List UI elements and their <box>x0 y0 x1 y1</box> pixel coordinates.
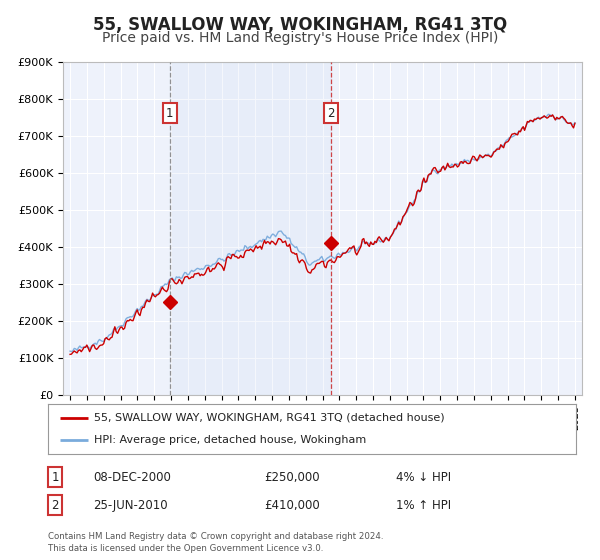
Text: Price paid vs. HM Land Registry's House Price Index (HPI): Price paid vs. HM Land Registry's House … <box>102 31 498 45</box>
Text: HPI: Average price, detached house, Wokingham: HPI: Average price, detached house, Woki… <box>94 435 367 445</box>
Text: 2: 2 <box>327 107 334 120</box>
Text: 08-DEC-2000: 08-DEC-2000 <box>93 470 171 484</box>
Text: 55, SWALLOW WAY, WOKINGHAM, RG41 3TQ: 55, SWALLOW WAY, WOKINGHAM, RG41 3TQ <box>93 16 507 34</box>
Text: 4% ↓ HPI: 4% ↓ HPI <box>396 470 451 484</box>
Bar <box>170 62 331 395</box>
Bar <box>566 62 582 395</box>
Text: 1: 1 <box>166 107 173 120</box>
Text: Contains HM Land Registry data © Crown copyright and database right 2024.: Contains HM Land Registry data © Crown c… <box>48 532 383 541</box>
Text: 25-JUN-2010: 25-JUN-2010 <box>93 498 167 512</box>
Text: 2: 2 <box>52 498 59 512</box>
Text: 1: 1 <box>52 470 59 484</box>
Text: 1% ↑ HPI: 1% ↑ HPI <box>396 498 451 512</box>
Text: 55, SWALLOW WAY, WOKINGHAM, RG41 3TQ (detached house): 55, SWALLOW WAY, WOKINGHAM, RG41 3TQ (de… <box>94 413 445 423</box>
Text: £250,000: £250,000 <box>264 470 320 484</box>
Text: This data is licensed under the Open Government Licence v3.0.: This data is licensed under the Open Gov… <box>48 544 323 553</box>
Text: £410,000: £410,000 <box>264 498 320 512</box>
